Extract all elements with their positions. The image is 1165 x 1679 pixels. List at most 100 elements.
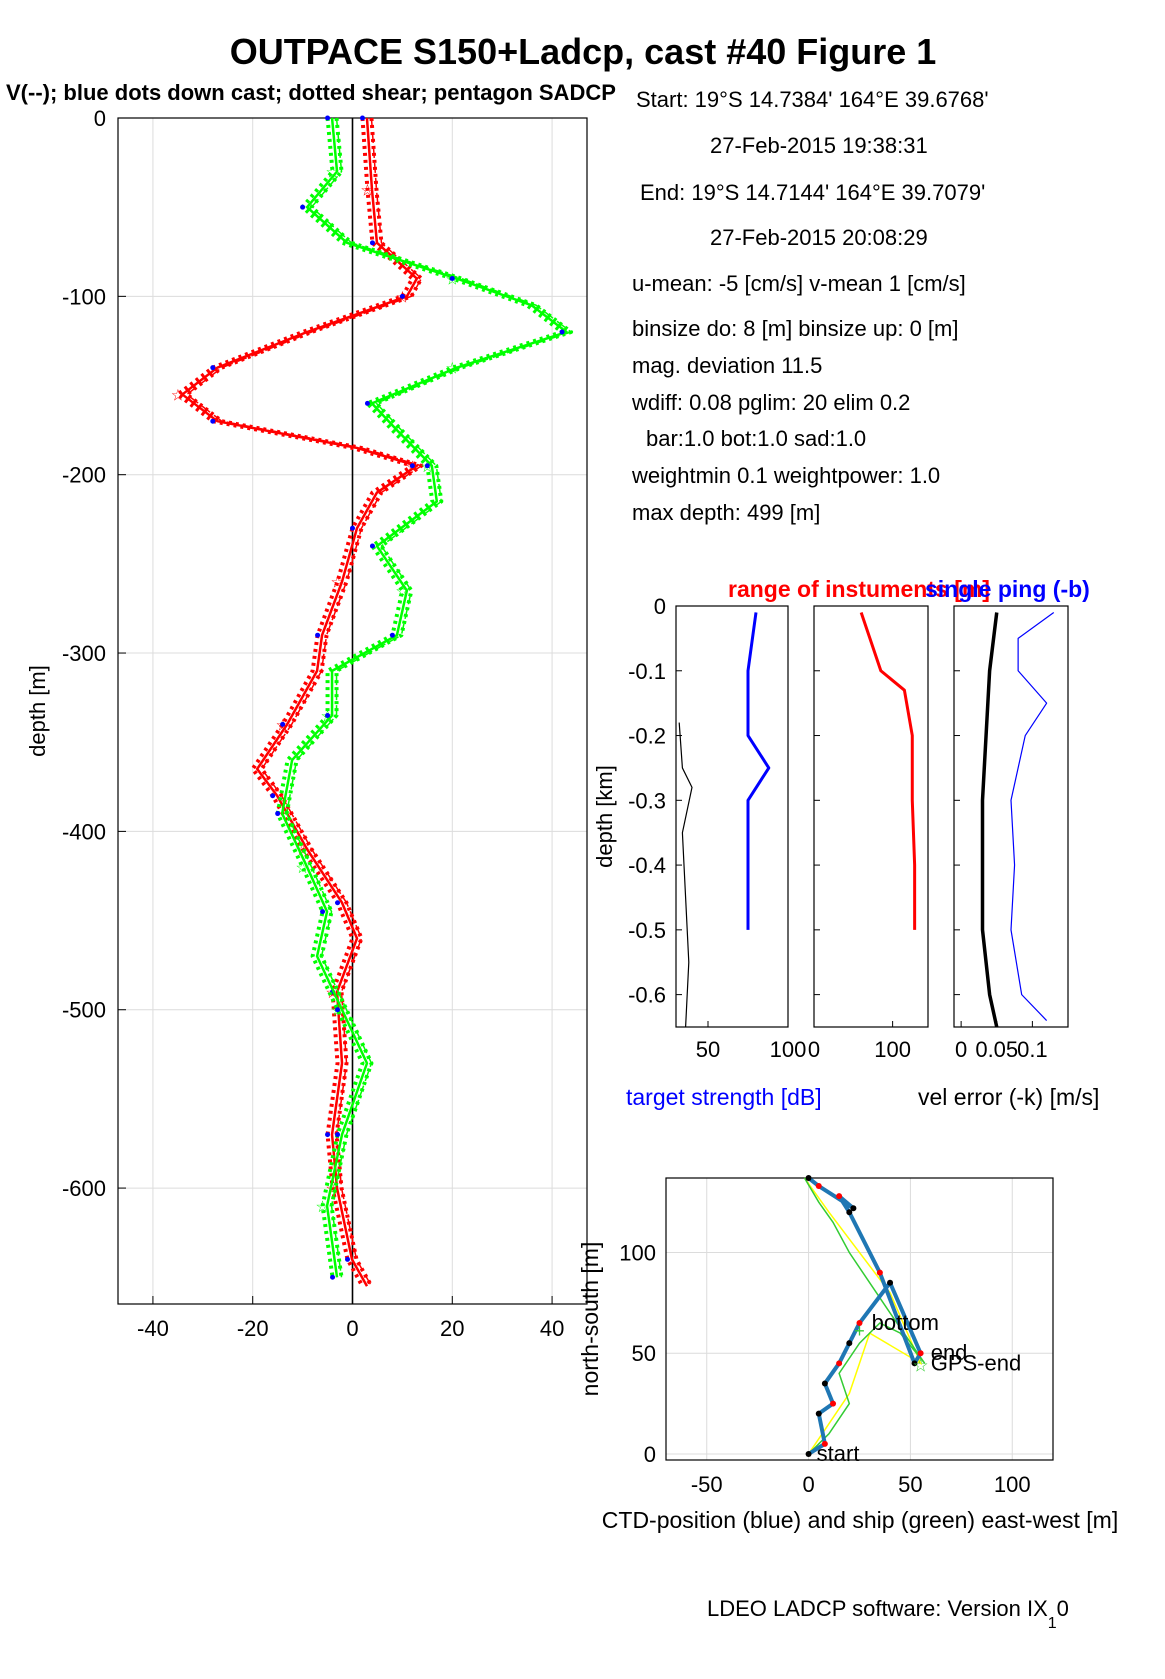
- x-tick-label: 100: [874, 1037, 911, 1062]
- y-tick-label: -300: [62, 641, 106, 666]
- ctd-marker: [846, 1209, 853, 1216]
- y-axis-label: depth [m]: [25, 665, 50, 757]
- ctd-marker: [911, 1360, 918, 1367]
- y-tick-label: -0.3: [628, 788, 666, 813]
- v-velocity-line: [275, 117, 565, 1278]
- ctd-marker-red: [876, 1269, 883, 1276]
- x-tick-label: -40: [137, 1316, 169, 1341]
- down-cast-dot: [364, 400, 370, 406]
- position-label-start: start: [817, 1441, 860, 1466]
- down-cast-dot: [369, 543, 375, 549]
- ctd-marker: [805, 1450, 812, 1457]
- ctd-marker-red: [821, 1440, 828, 1447]
- v-velocity-star-marker: ☆: [445, 361, 459, 378]
- x-tick-label: 20: [440, 1316, 464, 1341]
- y-tick-label: -600: [62, 1176, 106, 1201]
- position-plot-axes: -50 0 50 100 0 50 100 CTD-position (blue) and s…: [577, 1175, 1118, 1533]
- instrument-single-ping-title: single ping (-b): [925, 576, 1090, 602]
- down-cast-dot: [345, 1256, 351, 1262]
- ctd-marker-red: [836, 1360, 843, 1367]
- y-tick-label: -100: [62, 284, 106, 309]
- down-cast-dot: [210, 418, 216, 424]
- x-tick-label: 100: [770, 1037, 807, 1062]
- down-cast-dot: [399, 293, 405, 299]
- ctd-marker: [887, 1279, 894, 1286]
- x-tick-label: -20: [237, 1316, 269, 1341]
- ctd-marker: [850, 1205, 857, 1212]
- down-cast-dot: [325, 115, 331, 121]
- position-label-bottom: bottom: [872, 1310, 939, 1335]
- down-cast-dot: [335, 1007, 341, 1013]
- vel-error-line: [980, 612, 999, 1028]
- down-cast-dot: [270, 793, 276, 799]
- v-velocity-star-marker: ☆: [395, 584, 409, 601]
- x-tick-label: 0: [955, 1037, 967, 1062]
- v-velocity-line: [280, 117, 568, 1278]
- x-tick-label: -50: [691, 1472, 723, 1497]
- info-end: End: 19°S 14.7144' 164°E 39.7079': [640, 180, 985, 205]
- software-version-text: LDEO LADCP software: Version IX: [707, 1596, 1048, 1621]
- gps-end-star: ☆: [913, 1355, 929, 1375]
- single-ping-line: [1010, 611, 1055, 1021]
- v-velocity-star-marker: ☆: [325, 165, 339, 182]
- down-cast-dot: [559, 329, 565, 335]
- software-version: LDEO LADCP software: Version IX10: [707, 1596, 1069, 1632]
- down-cast-dot: [335, 900, 341, 906]
- down-cast-dot: [315, 632, 321, 638]
- info-wdiff: wdiff: 0.08 pglim: 20 elim 0.2: [631, 390, 910, 415]
- ctd-marker: [846, 1340, 853, 1347]
- y-tick-label: -200: [62, 463, 106, 488]
- x-tick-label: 40: [540, 1316, 564, 1341]
- v-velocity-line: [284, 117, 574, 1278]
- u-velocity-star-marker: ☆: [171, 387, 185, 404]
- ctd-marker-red: [815, 1183, 822, 1190]
- position-label-end: end: [931, 1340, 968, 1365]
- v-velocity-line: [281, 117, 568, 1278]
- down-cast-dot: [369, 240, 375, 246]
- info-weight: weightmin 0.1 weightpower: 1.0: [631, 463, 940, 488]
- x-tick-label: 0: [808, 1037, 820, 1062]
- ctd-marker-red: [836, 1193, 843, 1200]
- y-tick-label: -0.5: [628, 918, 666, 943]
- y-tick-label: 0: [94, 106, 106, 131]
- x-tick-label: 0: [802, 1472, 814, 1497]
- ctd-marker-red: [830, 1400, 837, 1407]
- instrument-panels: 50 100 0 100 0 0.050.10-0.1-0.2-0.3-0.4-0.5-0…: [592, 594, 1069, 1062]
- y-tick-label: -500: [62, 998, 106, 1023]
- yellow-track: [803, 1177, 923, 1455]
- ctd-marker-red: [856, 1320, 863, 1327]
- x-tick-label: 0.05: [975, 1037, 1018, 1062]
- y-tick-label: -400: [62, 819, 106, 844]
- down-cast-dot: [210, 365, 216, 371]
- ship-track: [803, 1177, 926, 1455]
- y-tick-label: 50: [632, 1341, 656, 1366]
- x-tick-label: 100: [994, 1472, 1031, 1497]
- plot-frame: [665, 1177, 1054, 1461]
- target-strength-label: target strength [dB]: [626, 1084, 822, 1110]
- ctd-marker: [821, 1380, 828, 1387]
- x-tick-label: 0.1: [1017, 1037, 1048, 1062]
- x-axis-label: CTD-position (blue) and ship (green) eas…: [602, 1507, 1118, 1533]
- down-cast-dot: [320, 909, 326, 915]
- instrument-range-title: range of instuments [m]: [728, 576, 990, 602]
- v-velocity-star-marker: ☆: [315, 1199, 329, 1216]
- velocity-profile-axes: -40 -20 0 20 400-100-200-300-400-500-600dept…: [25, 106, 588, 1341]
- ctd-marker-red: [917, 1350, 924, 1357]
- ctd-marker: [815, 1410, 822, 1417]
- x-tick-label: 50: [696, 1037, 720, 1062]
- target-strength-line: [746, 612, 771, 930]
- info-start: Start: 19°S 14.7384' 164°E 39.6768': [636, 87, 989, 112]
- down-cast-dot: [335, 1132, 341, 1138]
- software-version-tail: 0: [1057, 1596, 1069, 1621]
- info-end-time: 27-Feb-2015 20:08:29: [710, 225, 928, 250]
- range-line: [859, 611, 917, 930]
- figure-title: OUTPACE S150+Ladcp, cast #40 Figure 1: [230, 31, 937, 72]
- position-label-gps-end: GPS-end: [931, 1350, 1022, 1375]
- down-cast-dot: [424, 463, 430, 469]
- info-start-time: 27-Feb-2015 19:38:31: [710, 133, 928, 158]
- down-cast-dot: [389, 632, 395, 638]
- bottom-marker: +: [854, 1321, 865, 1341]
- u-velocity-star-marker: ☆: [360, 182, 374, 199]
- info-mean: u-mean: -5 [cm/s] v-mean 1 [cm/s]: [632, 271, 966, 296]
- down-cast-dot: [325, 1132, 331, 1138]
